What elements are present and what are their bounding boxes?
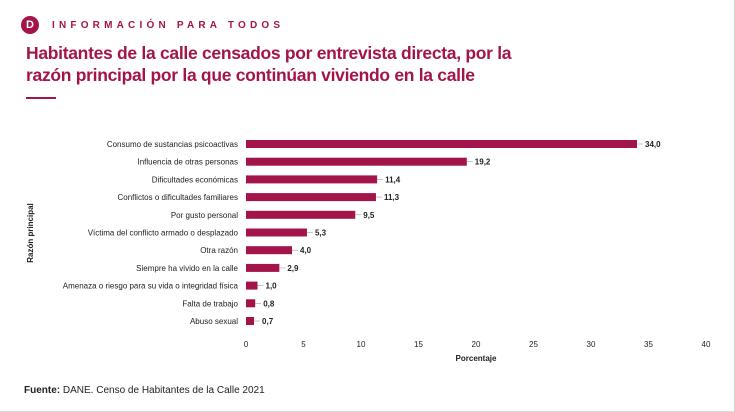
category-label: Siempre ha vivido en la calle [136, 264, 238, 273]
bar [246, 281, 258, 290]
chart-title: Habitantes de la calle censados por entr… [26, 43, 512, 85]
x-tick-label: 5 [301, 340, 306, 349]
data-label: 4,0 [300, 246, 312, 255]
bar [246, 175, 378, 184]
dane-logo: D [21, 16, 39, 34]
data-label: 34,0 [645, 140, 661, 149]
title-underline [26, 97, 56, 99]
bar [246, 193, 376, 202]
data-label: 1,0 [266, 282, 278, 291]
bar [246, 157, 467, 166]
x-tick-label: 35 [644, 340, 653, 349]
data-label: 19,2 [475, 158, 491, 167]
bar [246, 317, 255, 325]
category-label: Por gusto personal [171, 211, 238, 220]
category-label: Consumo de sustancias psicoactivas [107, 140, 238, 149]
x-tick-label: 30 [587, 340, 596, 349]
category-label: Víctima del conflicto armado o desplazad… [88, 229, 239, 238]
bar [246, 140, 637, 148]
category-label: Amenaza o riesgo para su vida o integrid… [63, 282, 239, 291]
bar [246, 246, 292, 255]
data-label: 5,3 [315, 229, 327, 238]
data-label: 11,4 [385, 175, 401, 184]
source-note: Fuente: DANE. Censo de Habitantes de la … [24, 385, 265, 396]
category-label: Influencia de otras personas [137, 158, 238, 167]
bar [246, 299, 256, 308]
bar [246, 210, 356, 219]
bar [246, 263, 280, 272]
x-tick-label: 20 [472, 340, 481, 349]
source-text: DANE. Censo de Habitantes de la Calle 20… [62, 385, 265, 396]
category-label: Conflictos o dificultades familiares [118, 193, 239, 202]
category-label: Abuso sexual [190, 317, 238, 326]
bar [246, 228, 307, 237]
category-label: Otra razón [200, 246, 238, 255]
data-label: 11,3 [384, 193, 400, 202]
data-label: 2,9 [287, 264, 299, 273]
y-axis-title: Razón principal [26, 203, 35, 263]
category-label: Dificultades económicas [152, 175, 238, 184]
x-tick-label: 25 [529, 340, 538, 349]
data-label: 9,5 [363, 211, 375, 220]
category-label: Falta de trabajo [182, 299, 238, 308]
x-tick-label: 15 [414, 340, 423, 349]
x-tick-label: 10 [357, 340, 366, 349]
source-label: Fuente: [24, 385, 61, 396]
data-label: 0,7 [262, 317, 274, 326]
x-tick-label: 0 [244, 340, 249, 349]
data-label: 0,8 [263, 299, 275, 308]
x-axis-title: Porcentaje [456, 354, 497, 363]
brand-tagline: INFORMACIÓN PARA TODOS [52, 20, 285, 31]
x-tick-label: 40 [702, 340, 711, 349]
